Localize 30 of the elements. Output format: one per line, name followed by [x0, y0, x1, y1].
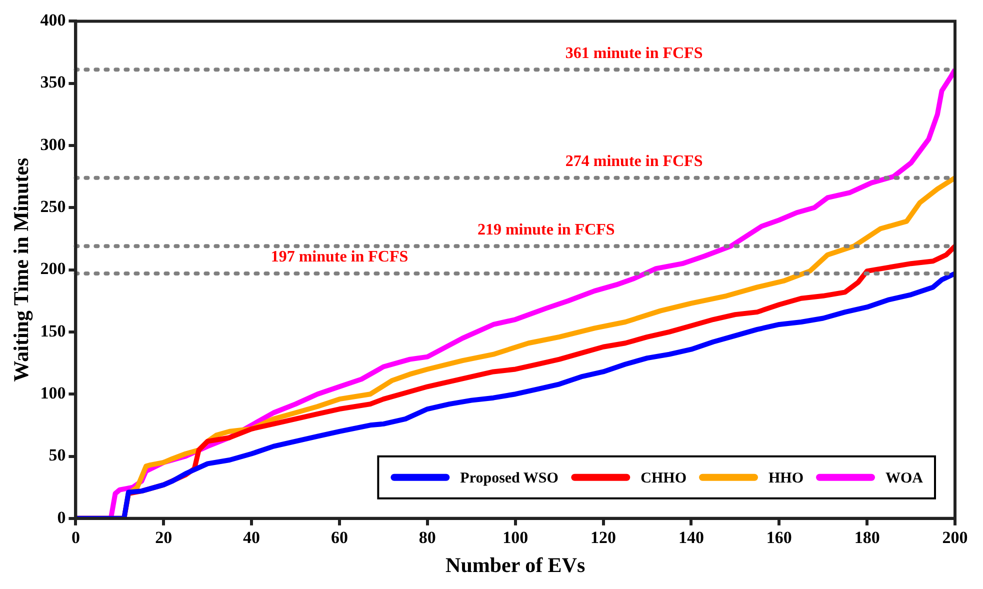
x-tick-label: 20: [155, 528, 172, 547]
x-axis-title: Number of EVs: [446, 552, 586, 577]
y-axis-title: Waiting Time in Minutes: [9, 158, 34, 382]
annotation: 197 minute in FCFS: [270, 248, 408, 266]
y-tick-label: 350: [40, 72, 66, 92]
x-tick-label: 180: [854, 528, 880, 547]
legend-label: CHHO: [640, 470, 687, 486]
y-tick-label: 300: [40, 134, 66, 154]
x-tick-label: 80: [418, 528, 436, 547]
x-tick-label: 0: [71, 528, 80, 547]
legend-label: HHO: [768, 470, 804, 486]
legend-label: Proposed WSO: [460, 470, 558, 486]
annotation: 361 minute in FCFS: [565, 44, 703, 62]
y-tick-label: 50: [48, 446, 66, 465]
y-tick-label: 400: [40, 10, 66, 30]
x-tick-label: 200: [942, 528, 968, 547]
annotation: 274 minute in FCFS: [565, 152, 703, 170]
y-tick-label: 100: [40, 383, 66, 402]
y-tick-label: 150: [40, 321, 66, 340]
x-tick-label: 60: [330, 528, 348, 547]
annotation: 219 minute in FCFS: [477, 221, 615, 238]
x-tick-label: 140: [678, 528, 704, 547]
x-tick-label: 100: [502, 528, 528, 547]
legend-label: WOA: [886, 470, 924, 486]
y-tick-label: 250: [40, 197, 66, 216]
x-tick-label: 160: [766, 528, 792, 547]
x-tick-label: 120: [590, 528, 616, 547]
x-tick-label: 40: [243, 528, 260, 547]
y-tick-label: 0: [57, 508, 66, 527]
y-tick-label: 200: [40, 259, 66, 278]
